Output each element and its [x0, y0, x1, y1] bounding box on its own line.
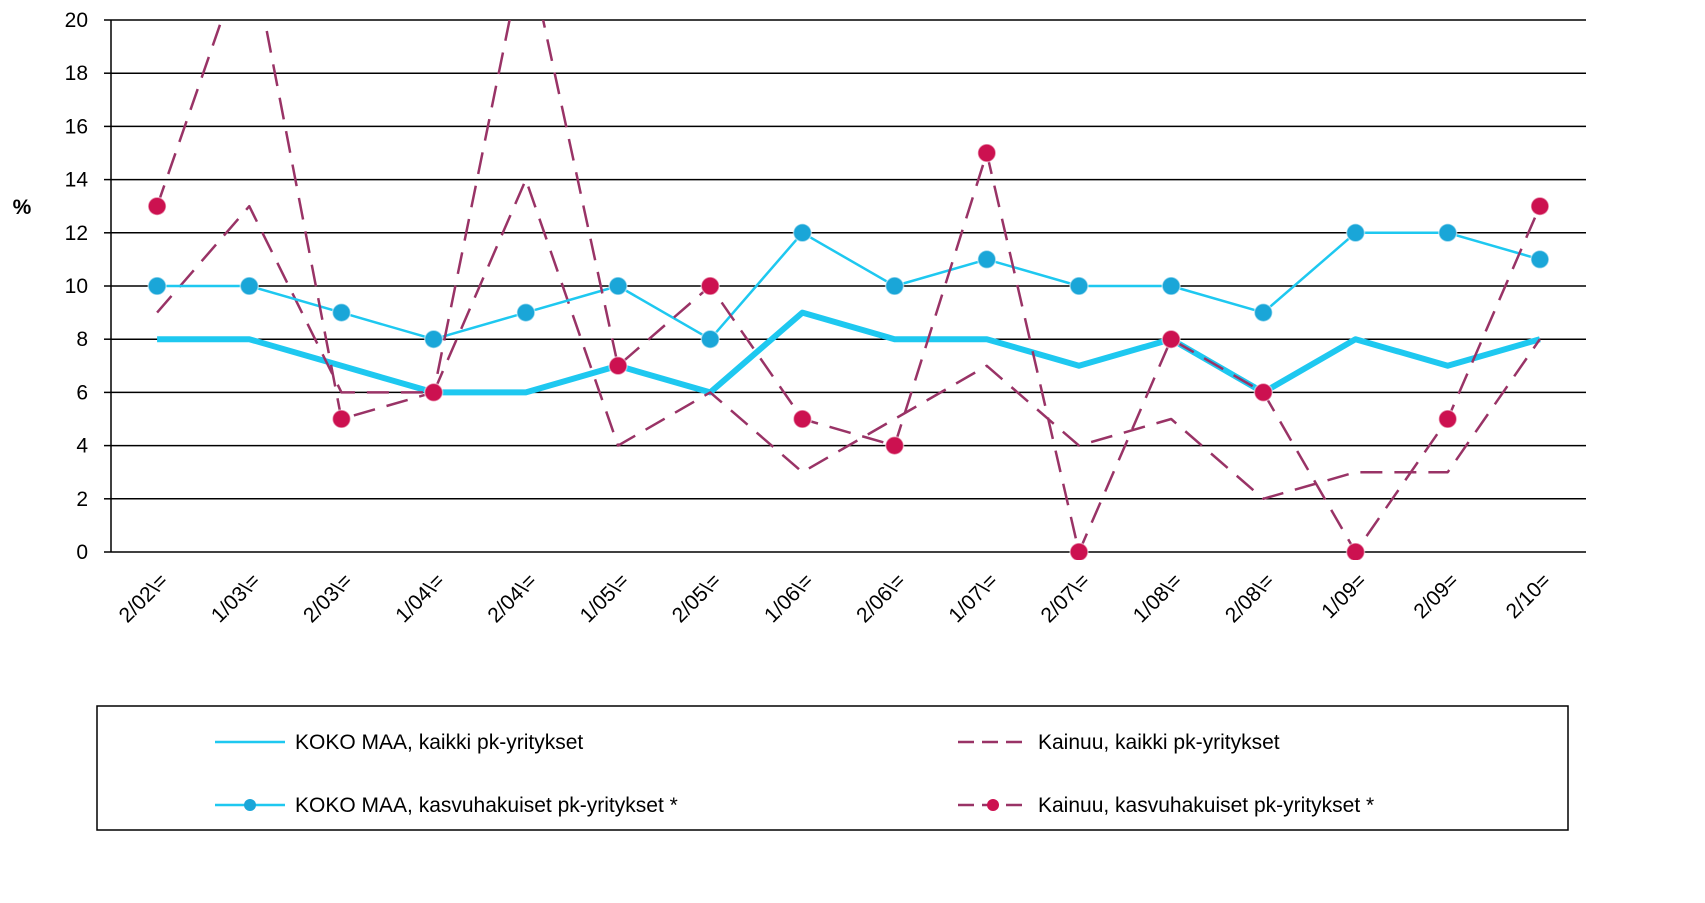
y-tick-label: 18: [65, 62, 88, 85]
point-marker: [792, 409, 813, 429]
x-tick-label: 2/02\=: [115, 569, 173, 627]
point-marker: [608, 276, 628, 296]
y-tick-label: 4: [76, 435, 88, 458]
y-tick-label: 14: [65, 169, 89, 192]
legend-box: [96, 705, 1569, 831]
x-tick-label: 2/05\=: [668, 569, 726, 627]
y-axis-label: %: [13, 196, 32, 219]
x-tick-label: 1/09=: [1317, 569, 1371, 623]
point-marker: [1253, 302, 1274, 323]
x-tick-label: 2/09=: [1409, 569, 1463, 623]
y-tick-label: 20: [65, 9, 88, 32]
point-marker: [792, 223, 813, 243]
point-marker: [700, 276, 720, 296]
point-marker: [239, 276, 260, 296]
series-line: [155, 20, 1542, 554]
point-marker: [884, 276, 905, 296]
point-marker: [1069, 542, 1089, 560]
point-marker: [1437, 223, 1458, 243]
point-marker: [423, 329, 444, 349]
x-tick-label: 1/04\=: [391, 569, 449, 627]
x-tick-label: 2/06\=: [852, 569, 910, 627]
point-marker: [147, 196, 167, 216]
x-tick-label: 2/04\=: [483, 569, 541, 627]
x-tick-label: 1/03\=: [207, 569, 265, 627]
legend-label: Kainuu, kaikki pk-yritykset: [1038, 731, 1280, 754]
series-line: [157, 231, 1541, 341]
x-tick-label: 2/03\=: [299, 569, 357, 627]
point-marker: [1253, 382, 1274, 403]
series-line: [156, 178, 1541, 501]
y-tick-label: 6: [76, 381, 88, 404]
x-tick-label: 2/10=: [1502, 569, 1556, 623]
point-marker: [1161, 329, 1181, 349]
series-line: [157, 309, 1541, 396]
point-marker: [331, 409, 352, 429]
x-tick-label: 1/05\=: [576, 569, 634, 627]
y-tick-label: 16: [65, 115, 88, 138]
x-tick-label: 2/08\=: [1221, 569, 1279, 627]
x-tick-label: 1/06\=: [760, 569, 818, 627]
plot-area: [147, 20, 1550, 560]
point-marker: [516, 302, 536, 323]
legend-label: KOKO MAA, kaikki pk-yritykset: [295, 731, 583, 754]
point-marker: [1530, 196, 1550, 216]
legend-marker: [244, 799, 256, 811]
y-tick-label: 10: [65, 275, 88, 298]
point-marker: [1069, 276, 1089, 296]
point-marker: [1530, 249, 1550, 270]
y-tick-label: 0: [76, 541, 88, 564]
y-tick-label: 12: [65, 222, 88, 245]
point-marker: [423, 382, 444, 403]
y-tick-label: 2: [76, 488, 88, 511]
point-marker: [147, 276, 167, 296]
point-marker: [1161, 276, 1181, 296]
point-marker: [884, 435, 905, 456]
x-tick-label: 2/07\=: [1037, 569, 1095, 627]
point-marker: [700, 329, 720, 349]
legend-marker: [987, 799, 999, 811]
point-marker: [1437, 409, 1458, 429]
point-marker: [331, 302, 352, 323]
point-marker: [977, 143, 997, 163]
point-marker: [1345, 223, 1366, 243]
x-tick-label: 1/07\=: [944, 569, 1002, 627]
legend-label: Kainuu, kasvuhakuiset pk-yritykset *: [1038, 794, 1374, 817]
point-marker: [608, 356, 628, 376]
legend-label: KOKO MAA, kasvuhakuiset pk-yritykset *: [295, 794, 678, 817]
point-marker: [977, 249, 997, 270]
point-marker: [1345, 542, 1366, 560]
x-tick-label: 1/08\=: [1129, 569, 1187, 627]
y-tick-label: 8: [76, 328, 88, 351]
